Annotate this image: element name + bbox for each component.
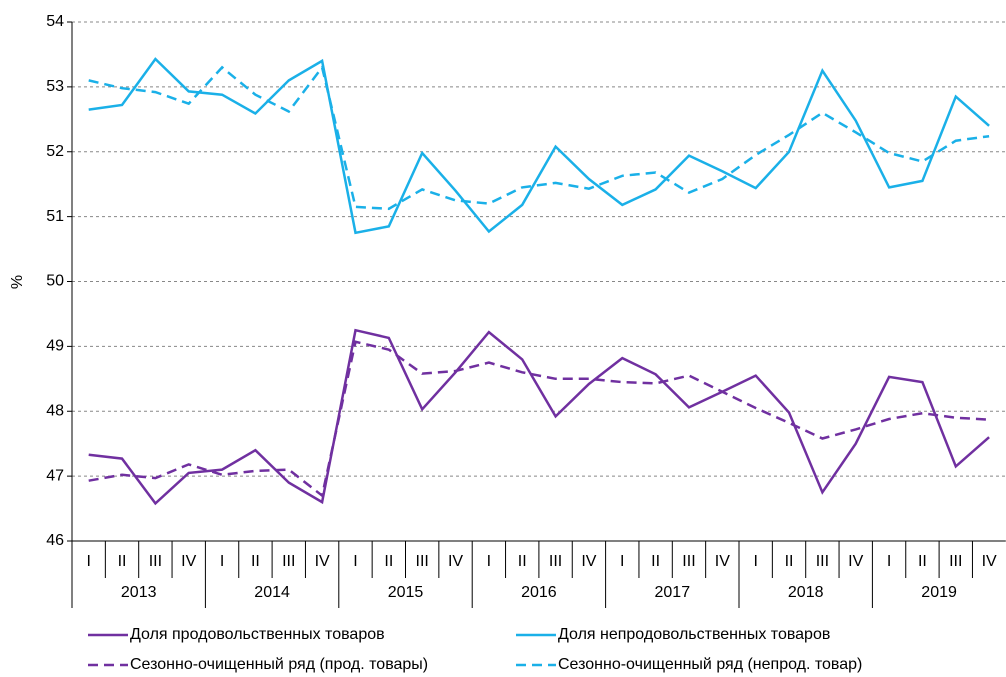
year-label: 2019 bbox=[921, 584, 957, 601]
x-tick-label: I bbox=[487, 553, 491, 570]
x-tick-label: IV bbox=[581, 553, 596, 570]
y-tick-label: 50 bbox=[46, 273, 64, 290]
y-tick-label: 53 bbox=[46, 78, 64, 95]
year-label: 2018 bbox=[788, 584, 824, 601]
x-tick-label: IV bbox=[848, 553, 863, 570]
x-tick-label: IV bbox=[448, 553, 463, 570]
x-tick-label: I bbox=[86, 553, 90, 570]
x-tick-label: III bbox=[949, 553, 962, 570]
series-line bbox=[88, 57, 990, 235]
legend-label: Сезонно-очищенный ряд (прод. товары) bbox=[130, 656, 428, 673]
x-tick-label: II bbox=[651, 553, 660, 570]
x-tick-label: IV bbox=[715, 553, 730, 570]
year-label: 2013 bbox=[121, 584, 157, 601]
y-tick-label: 47 bbox=[46, 467, 64, 484]
y-tick-label: 52 bbox=[46, 143, 64, 160]
x-tick-label: IV bbox=[982, 553, 997, 570]
series-line bbox=[88, 64, 990, 211]
x-tick-label: III bbox=[282, 553, 295, 570]
x-tick-label: III bbox=[149, 553, 162, 570]
x-tick-label: III bbox=[549, 553, 562, 570]
legend-label: Сезонно-очищенный ряд (непрод. товар) bbox=[558, 656, 862, 673]
x-tick-label: III bbox=[682, 553, 695, 570]
x-tick-label: II bbox=[518, 553, 527, 570]
x-tick-label: I bbox=[620, 553, 624, 570]
y-tick-label: 54 bbox=[46, 13, 64, 30]
y-tick-label: 49 bbox=[46, 338, 64, 355]
year-label: 2017 bbox=[655, 584, 691, 601]
year-label: 2015 bbox=[388, 584, 424, 601]
x-tick-label: I bbox=[753, 553, 757, 570]
series-line bbox=[88, 340, 990, 498]
x-tick-label: II bbox=[918, 553, 927, 570]
x-tick-label: III bbox=[416, 553, 429, 570]
x-tick-label: I bbox=[220, 553, 224, 570]
x-tick-label: I bbox=[887, 553, 891, 570]
x-tick-label: II bbox=[384, 553, 393, 570]
legend-label: Доля продовольственных товаров bbox=[130, 626, 385, 643]
x-tick-label: I bbox=[353, 553, 357, 570]
series-line bbox=[88, 328, 990, 506]
legend-label: Доля непродовольственных товаров bbox=[558, 626, 830, 643]
x-tick-label: IV bbox=[315, 553, 330, 570]
x-tick-label: III bbox=[816, 553, 829, 570]
x-tick-label: II bbox=[785, 553, 794, 570]
y-tick-label: 46 bbox=[46, 532, 64, 549]
x-tick-label: IV bbox=[181, 553, 196, 570]
x-tick-label: II bbox=[118, 553, 127, 570]
y-axis-label: % bbox=[9, 275, 26, 289]
y-tick-label: 51 bbox=[46, 208, 64, 225]
x-tick-label: II bbox=[251, 553, 260, 570]
year-label: 2014 bbox=[254, 584, 290, 601]
y-tick-label: 48 bbox=[46, 402, 64, 419]
year-label: 2016 bbox=[521, 584, 557, 601]
